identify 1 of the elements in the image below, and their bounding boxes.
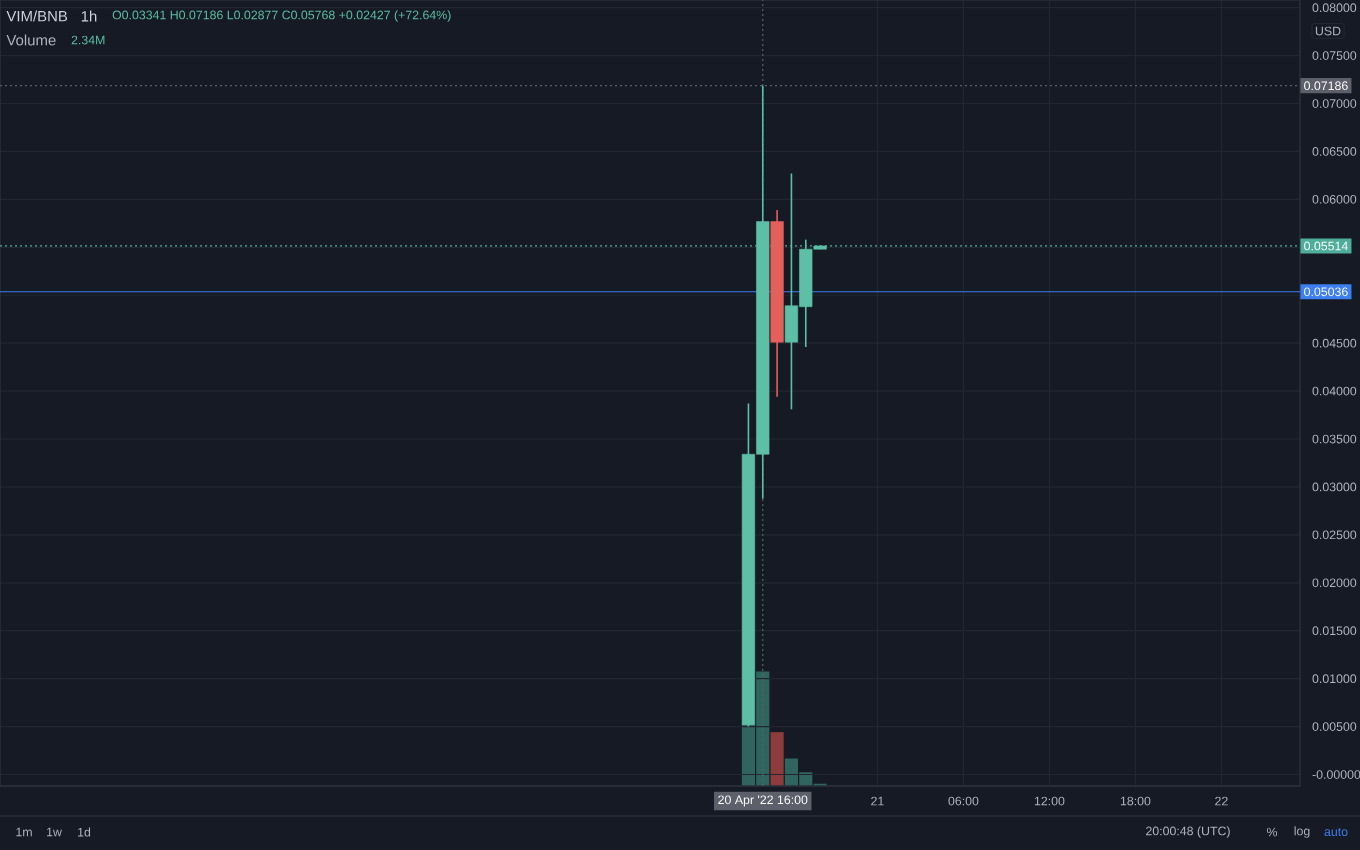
bar — [770, 732, 784, 786]
